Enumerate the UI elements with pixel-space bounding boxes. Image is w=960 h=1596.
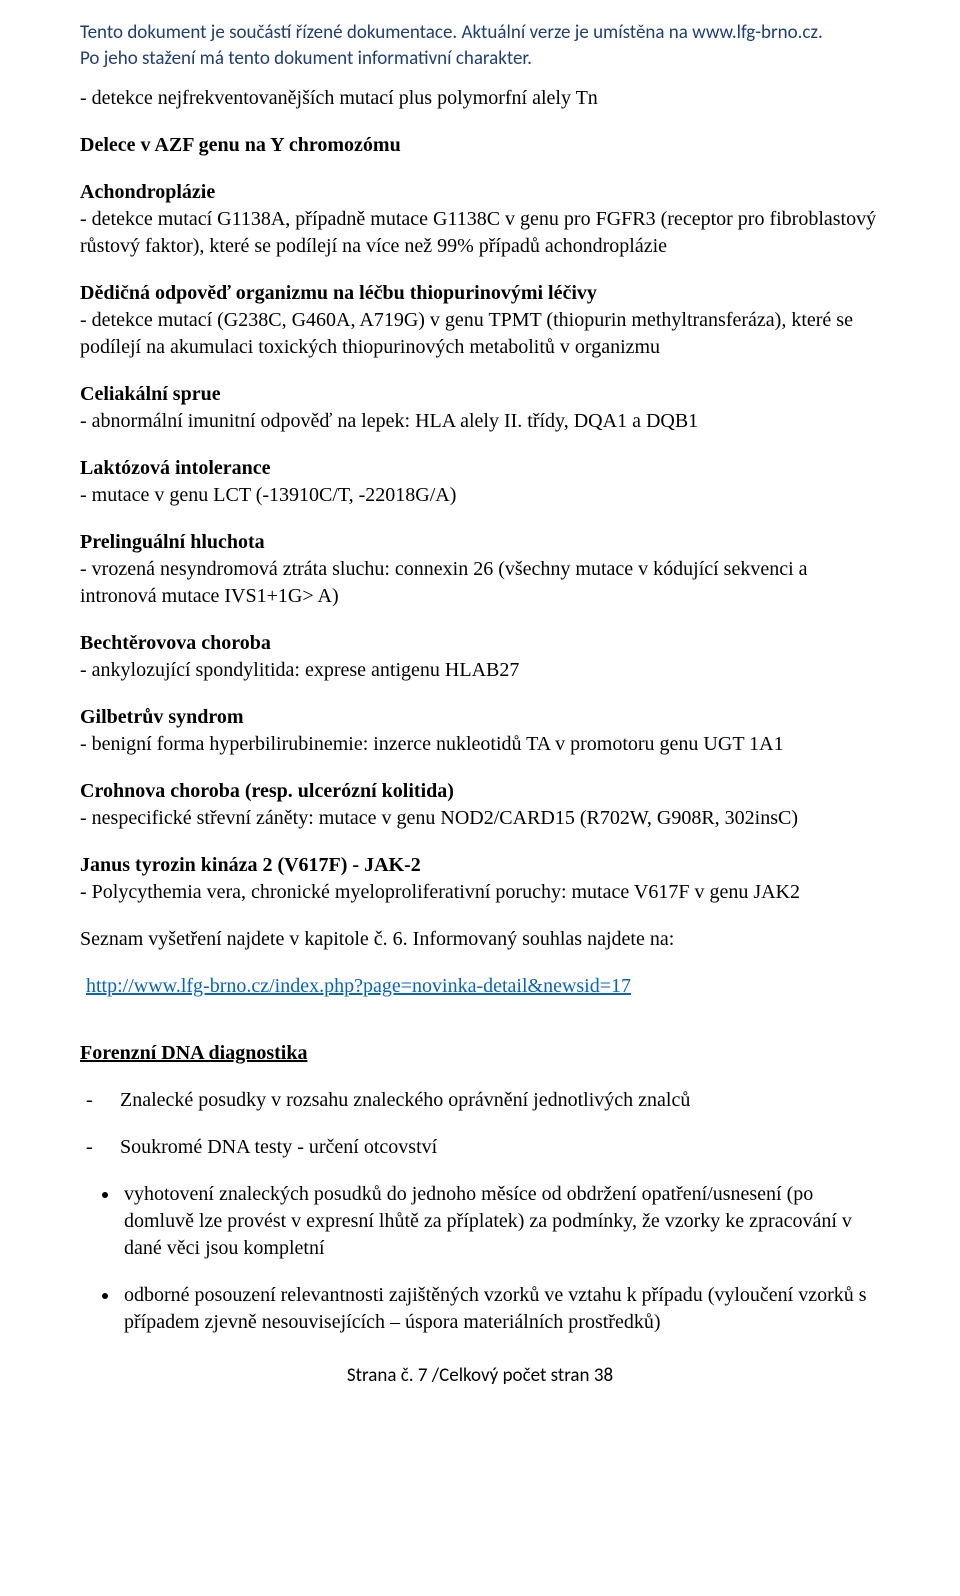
bullet-item: vyhotovení znaleckých posudků do jednoho… <box>120 1181 880 1262</box>
dash-item: - Znalecké posudky v rozsahu znaleckého … <box>80 1087 880 1114</box>
seznam-vysetreni-text: Seznam vyšetření najdete v kapitole č. 6… <box>80 926 880 953</box>
dash-marker: - <box>80 1087 120 1114</box>
header-line-2: Po jeho stažení má tento dokument inform… <box>80 46 880 72</box>
celiakalni-text: - abnormální imunitní odpověď na lepek: … <box>80 408 880 435</box>
forenzni-heading: Forenzní DNA diagnostika <box>80 1042 307 1064</box>
achondroplazi-text: - detekce mutací G1138A, případně mutace… <box>80 206 880 260</box>
achondroplazi-title: Achondroplázie <box>80 179 880 206</box>
delece-title: Delece v AZF genu na Y chromozómu <box>80 134 401 156</box>
forenzni-dash-list: - Znalecké posudky v rozsahu znaleckého … <box>80 1087 880 1161</box>
janus-text: - Polycythemia vera, chronické myeloprol… <box>80 879 880 906</box>
bullet-item-text: odborné posouzení relevantnosti zajištěn… <box>124 1284 867 1333</box>
bullet-item-text: vyhotovení znaleckých posudků do jednoho… <box>124 1183 852 1259</box>
detekce-mutaci-line: - detekce nejfrekventovanějších mutací p… <box>80 85 880 112</box>
gilbetruv-text: - benigní forma hyperbilirubinemie: inze… <box>80 731 880 758</box>
document-body: - detekce nejfrekventovanějších mutací p… <box>80 85 880 1336</box>
document-header-notice: Tento dokument je součástí řízené dokume… <box>80 20 880 71</box>
bechterovova-text: - ankylozující spondylitida: exprese ant… <box>80 657 880 684</box>
dash-item-text: Soukromé DNA testy - určení otcovství <box>120 1134 437 1161</box>
prelingualni-title: Prelinguální hluchota <box>80 529 880 556</box>
bullet-item: odborné posouzení relevantnosti zajištěn… <box>120 1282 880 1336</box>
janus-title: Janus tyrozin kináza 2 (V617F) - JAK-2 <box>80 852 880 879</box>
dash-marker: - <box>80 1134 120 1161</box>
celiakalni-title: Celiakální sprue <box>80 381 880 408</box>
dash-item-text: Znalecké posudky v rozsahu znaleckého op… <box>120 1087 690 1114</box>
prelingualni-text: - vrozená nesyndromová ztráta sluchu: co… <box>80 556 880 610</box>
laktozova-title: Laktózová intolerance <box>80 455 880 482</box>
dash-item: - Soukromé DNA testy - určení otcovství <box>80 1134 880 1161</box>
gilbetruv-title: Gilbetrův syndrom <box>80 704 880 731</box>
informovany-souhlas-link[interactable]: http://www.lfg-brno.cz/index.php?page=no… <box>86 975 631 997</box>
crohnova-text: - nespecifické střevní záněty: mutace v … <box>80 805 880 832</box>
laktozova-text: - mutace v genu LCT (-13910C/T, -22018G/… <box>80 482 880 509</box>
header-line-1: Tento dokument je součástí řízené dokume… <box>80 20 880 46</box>
bechterovova-title: Bechtěrovova choroba <box>80 630 880 657</box>
forenzni-bullet-list: vyhotovení znaleckých posudků do jednoho… <box>120 1181 880 1336</box>
dedicna-title: Dědičná odpověď organizmu na léčbu thiop… <box>80 280 880 307</box>
crohnova-title: Crohnova choroba (resp. ulcerózní koliti… <box>80 778 880 805</box>
page-footer: Strana č. 7 /Celkový počet stran 38 <box>80 1364 880 1387</box>
dedicna-text: - detekce mutací (G238C, G460A, A719G) v… <box>80 307 880 361</box>
